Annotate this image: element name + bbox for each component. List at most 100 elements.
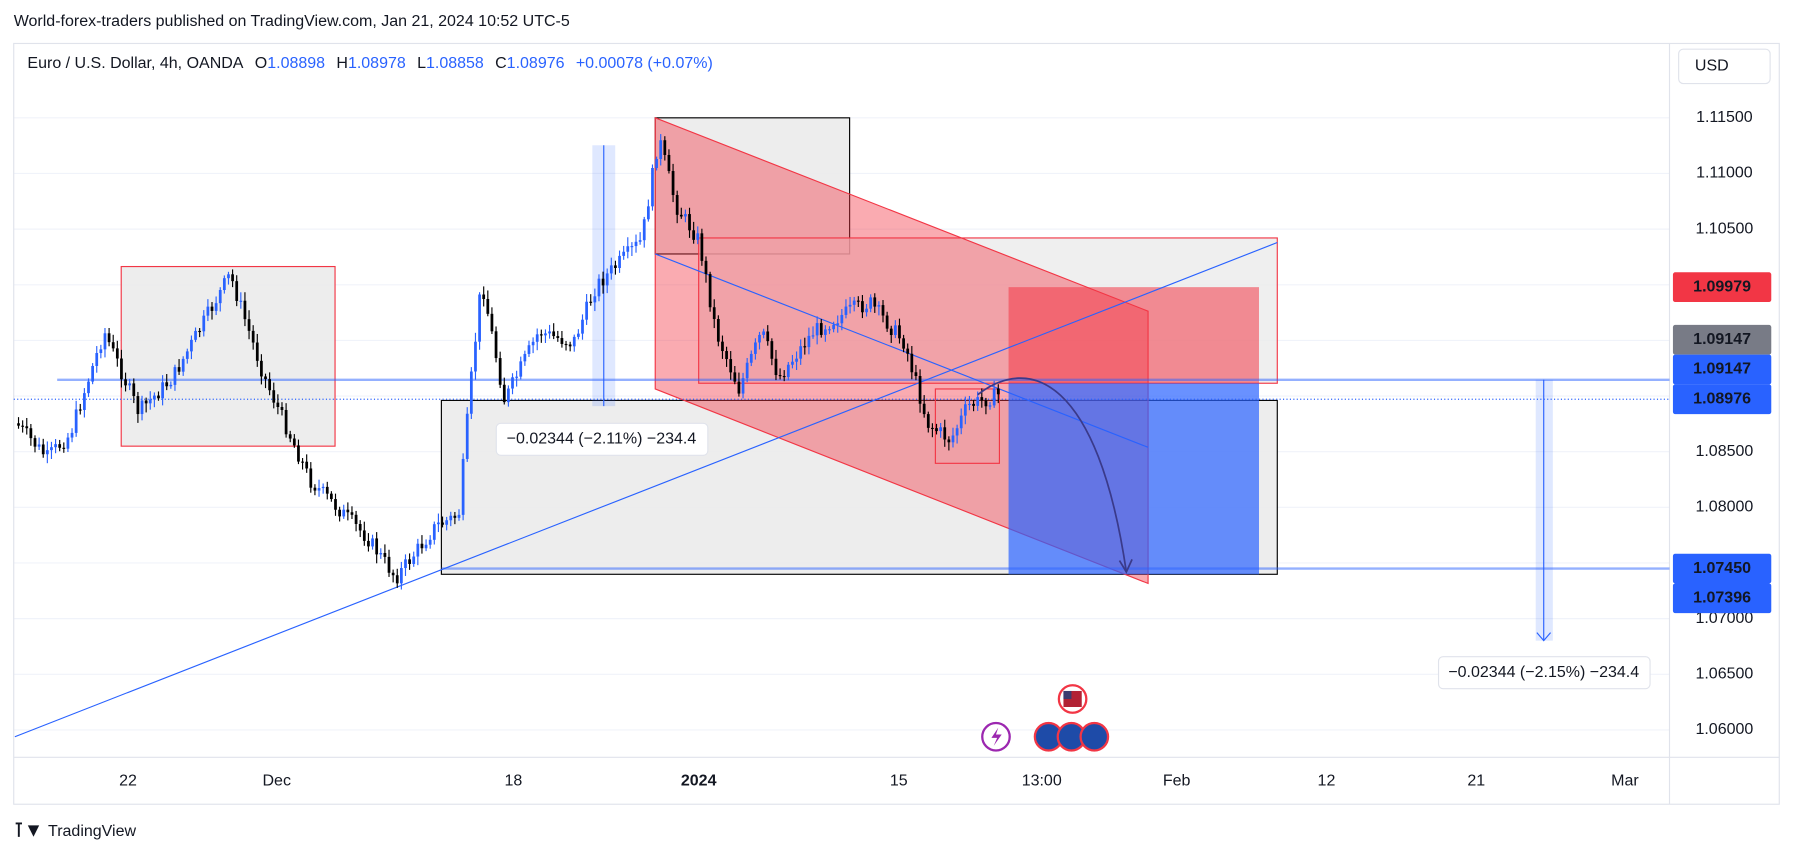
candle-body (556, 336, 560, 339)
price-badge (1672, 583, 1772, 614)
candle-body (889, 328, 893, 336)
candle-body (729, 359, 733, 373)
candle-body (202, 315, 206, 332)
symbol: Euro / U.S. Dollar, 4h, OANDA (27, 55, 243, 72)
candle-body (243, 300, 247, 320)
candle-body (161, 382, 164, 399)
candle-body (83, 393, 86, 410)
time-label: 22 (119, 773, 137, 790)
candle-body (778, 375, 782, 377)
candle-body (177, 367, 181, 372)
candle-body (284, 409, 288, 435)
candle-body (45, 450, 49, 455)
candle-body (255, 342, 259, 361)
candle-body (560, 338, 564, 344)
candle-body (626, 246, 630, 252)
candle-body (523, 353, 527, 362)
candle-body (856, 300, 860, 302)
candle-body (486, 299, 490, 314)
candle-body (568, 344, 572, 347)
candle-body (391, 572, 395, 576)
candle-body (264, 376, 267, 380)
candle-body (227, 274, 230, 279)
candle-body (222, 278, 226, 291)
candle-body (441, 522, 444, 525)
candle-body (478, 294, 481, 342)
candle-body (362, 530, 366, 541)
candle-body (548, 331, 551, 334)
candle-body (41, 444, 45, 455)
candle-body (420, 543, 424, 549)
lightning (991, 727, 1002, 746)
currency-button[interactable] (1678, 48, 1771, 85)
candle-body (893, 325, 897, 336)
candle-body (128, 383, 132, 386)
candle-body (99, 349, 103, 354)
candle-body (815, 323, 819, 336)
candle-body (346, 509, 350, 513)
candle-body (914, 372, 918, 377)
candle-body (589, 301, 593, 303)
candle-body (317, 488, 321, 491)
time-label: Dec (263, 773, 291, 790)
candle-body (325, 486, 329, 494)
candle-body (618, 255, 621, 268)
price-label: 1.06500 (1695, 666, 1753, 683)
candle-body (811, 335, 815, 337)
candle-body (190, 339, 193, 352)
candle-body (334, 499, 337, 510)
candle-body (58, 444, 62, 448)
candle-body (601, 278, 605, 286)
candle-body (338, 509, 341, 517)
candle-body (840, 314, 844, 324)
measure-label: −0.02344 (−2.11%) −234.4 (507, 431, 697, 448)
candle-body (395, 575, 399, 584)
price-label: 1.11500 (1696, 109, 1753, 126)
candle-body (873, 297, 877, 307)
plot-area: −0.02344 (−2.11%) −234.4 −0.02344 (−2.15… (13, 116, 1670, 752)
candle-body (157, 395, 160, 399)
price-badge (1672, 384, 1772, 415)
candle-body (358, 523, 362, 531)
candle-body (572, 336, 576, 347)
candle-body (721, 341, 724, 352)
candle-body (111, 342, 115, 349)
candle-body (519, 361, 523, 377)
candle-body (861, 301, 864, 313)
candle-body (844, 306, 848, 315)
price-badge-label: 1.07450 (1693, 560, 1751, 577)
candle-body (931, 427, 934, 430)
candle-body (251, 330, 255, 343)
symbol-legend: Euro / U.S. Dollar, 4h, OANDA O1.08898 H… (27, 55, 712, 72)
candle-body (754, 342, 757, 354)
candle-body (399, 568, 403, 584)
open-label: O (255, 55, 267, 72)
candle-body (502, 384, 506, 403)
candle-body (630, 246, 634, 248)
high-label: H (336, 55, 348, 72)
candle-body (791, 361, 794, 365)
candle-body (795, 358, 798, 362)
candle-body (268, 379, 272, 391)
candle-body (367, 540, 370, 547)
candle-body (115, 348, 119, 359)
candle-body (848, 304, 852, 307)
candle-body (218, 290, 222, 304)
candle-body (597, 278, 601, 297)
candle-body (671, 171, 675, 196)
candle-body (210, 306, 214, 311)
candle-body (926, 414, 930, 428)
small-box (934, 388, 1000, 464)
candle-body (260, 360, 263, 377)
currency-label: USD (1695, 58, 1729, 75)
candle-body (799, 346, 803, 359)
candle-body (309, 468, 313, 488)
event-icon[interactable] (1079, 721, 1110, 752)
flag-us-canton (1063, 690, 1072, 699)
candle-body (539, 334, 543, 336)
candle-body (301, 461, 304, 463)
candle-body (482, 294, 486, 300)
candle-body (852, 300, 856, 305)
candle-body (712, 307, 716, 320)
